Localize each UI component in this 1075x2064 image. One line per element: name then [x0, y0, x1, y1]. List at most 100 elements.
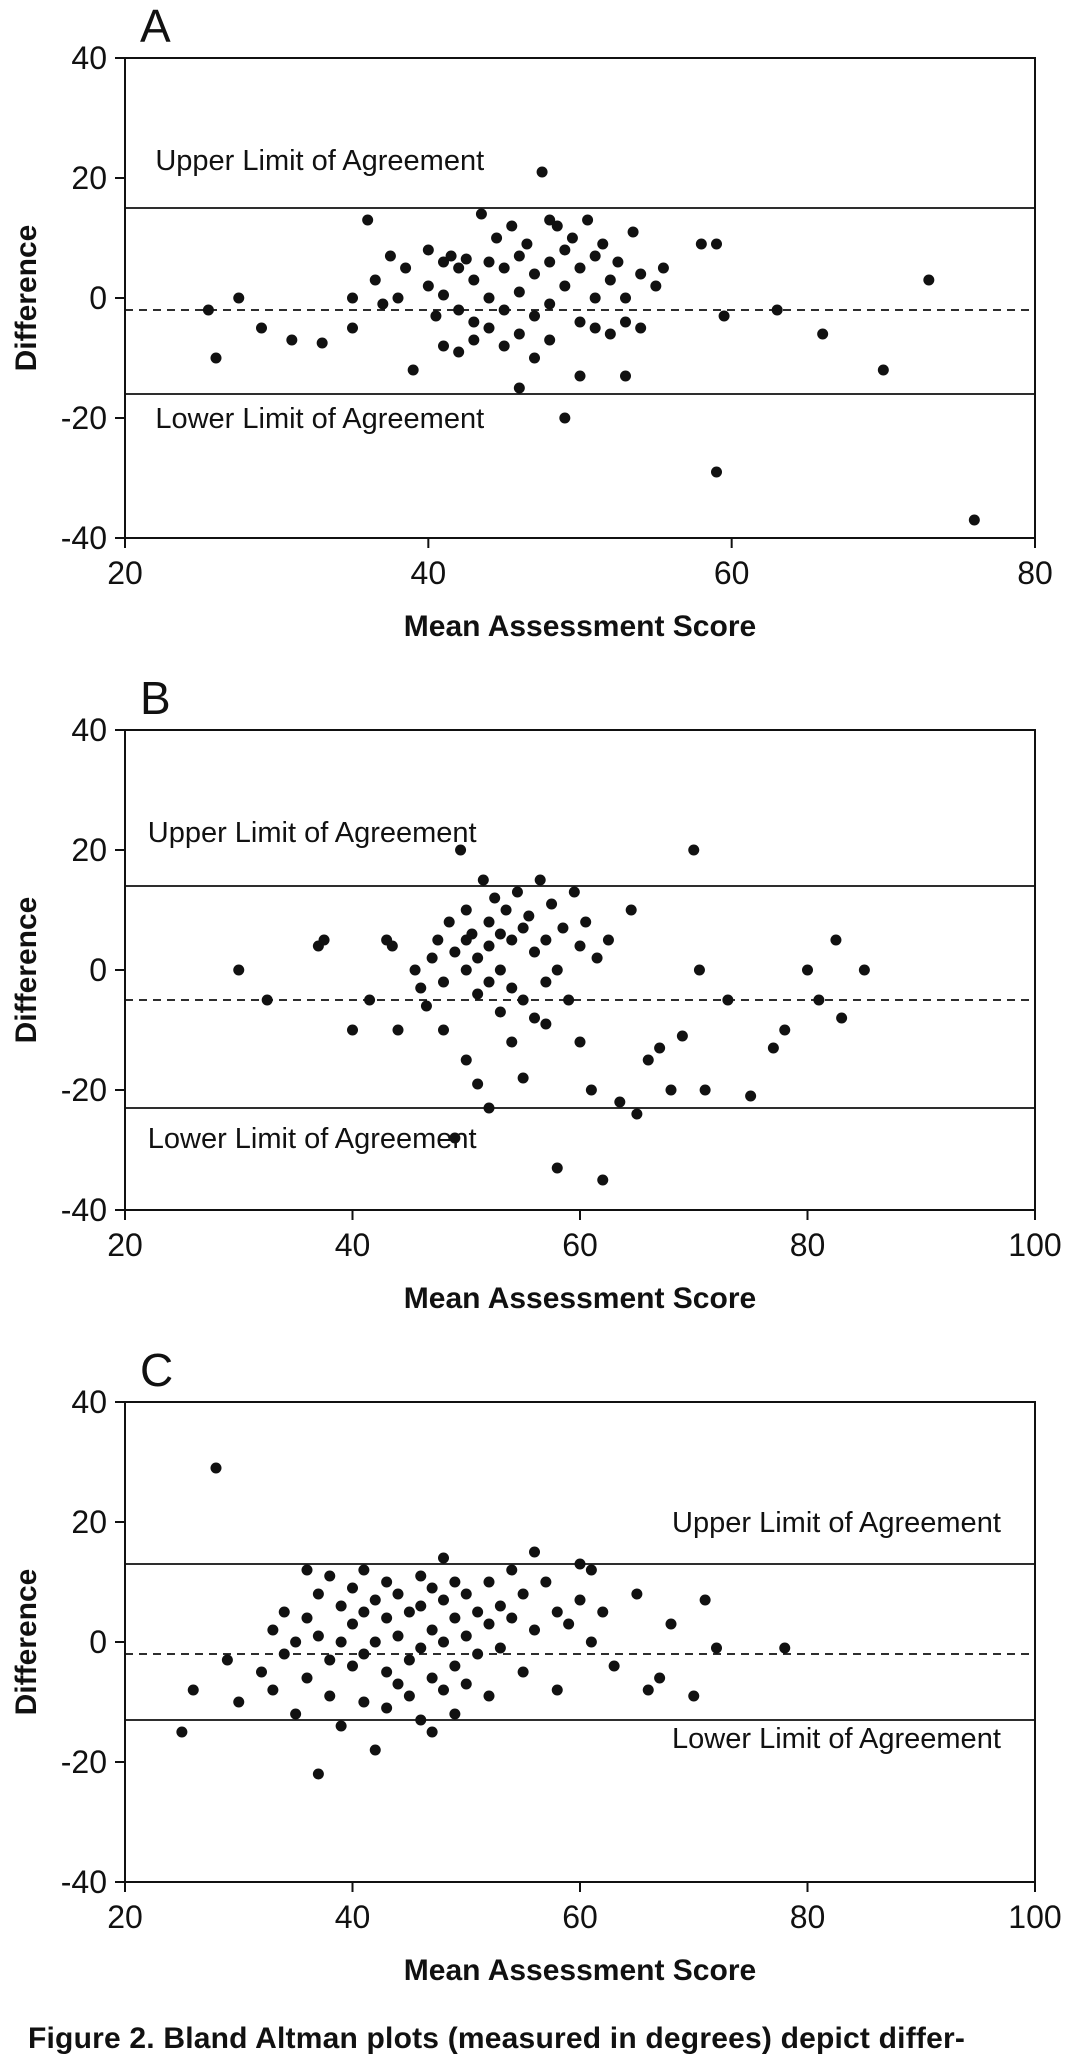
- data-point: [559, 244, 571, 256]
- data-point: [718, 310, 730, 322]
- data-point: [513, 250, 525, 262]
- data-point: [544, 256, 556, 268]
- x-tick-label: 100: [1008, 1899, 1061, 1935]
- data-point: [364, 994, 376, 1006]
- data-point: [403, 1654, 415, 1666]
- data-point: [517, 994, 529, 1006]
- data-point: [506, 1612, 518, 1624]
- y-tick-label: -20: [61, 1744, 107, 1780]
- x-tick-label: 80: [790, 1227, 826, 1263]
- y-tick-label: 0: [89, 952, 107, 988]
- data-point: [767, 1042, 779, 1054]
- data-point: [256, 322, 267, 334]
- data-point: [483, 256, 495, 268]
- data-point: [540, 1576, 552, 1588]
- data-point: [830, 934, 842, 946]
- data-point: [290, 1636, 302, 1648]
- data-point: [529, 1546, 540, 1558]
- x-tick-label: 40: [335, 1899, 371, 1935]
- data-point: [472, 988, 484, 1000]
- data-point: [438, 1594, 449, 1606]
- data-point: [597, 238, 609, 250]
- data-point: [614, 1096, 626, 1108]
- data-point: [369, 274, 381, 286]
- data-point: [335, 1636, 347, 1648]
- data-point: [612, 256, 624, 268]
- data-point: [369, 1594, 381, 1606]
- data-point: [779, 1642, 791, 1654]
- data-point: [377, 298, 389, 310]
- data-point: [513, 286, 525, 298]
- data-point: [523, 910, 535, 922]
- data-point: [604, 328, 616, 340]
- data-point: [318, 934, 330, 946]
- data-point: [324, 1690, 336, 1702]
- data-point: [358, 1606, 370, 1618]
- data-point: [544, 214, 556, 226]
- data-point: [278, 1648, 290, 1660]
- data-point: [286, 334, 298, 346]
- x-tick-label: 60: [562, 1227, 598, 1263]
- data-point: [635, 322, 647, 334]
- data-point: [559, 412, 571, 424]
- data-point: [438, 976, 449, 988]
- data-point: [513, 328, 525, 340]
- data-point: [635, 268, 647, 280]
- data-point: [335, 1600, 347, 1612]
- data-point: [506, 934, 518, 946]
- y-tick-label: 40: [71, 40, 107, 76]
- data-point: [415, 1642, 427, 1654]
- limit-annotation: Lower Limit of Agreement: [672, 1723, 1001, 1755]
- data-point: [438, 1024, 449, 1036]
- data-point: [210, 1462, 222, 1474]
- data-point: [267, 1624, 279, 1636]
- y-tick-label: 0: [89, 280, 107, 316]
- data-point: [711, 466, 722, 478]
- data-point: [392, 1024, 404, 1036]
- data-point: [466, 928, 478, 940]
- data-point: [540, 976, 552, 988]
- data-point: [529, 310, 540, 322]
- data-point: [699, 1084, 711, 1096]
- x-tick-label: 20: [107, 555, 143, 591]
- data-point: [426, 952, 438, 964]
- x-axis-title: Mean Assessment Score: [404, 1282, 756, 1315]
- data-point: [574, 940, 586, 952]
- data-point: [483, 292, 495, 304]
- data-point: [358, 1696, 370, 1708]
- data-point: [460, 1054, 472, 1066]
- data-point: [877, 364, 889, 376]
- data-point: [472, 952, 484, 964]
- data-point: [443, 916, 455, 928]
- data-point: [483, 976, 495, 988]
- y-axis-title: Difference: [10, 1569, 43, 1716]
- data-point: [813, 994, 825, 1006]
- y-tick-label: -40: [61, 520, 107, 556]
- data-point: [335, 1720, 347, 1732]
- data-point: [654, 1042, 666, 1054]
- data-point: [688, 1690, 700, 1702]
- data-point: [858, 964, 870, 976]
- data-point: [771, 304, 783, 316]
- data-point: [494, 928, 506, 940]
- data-point: [968, 514, 980, 526]
- data-point: [585, 1564, 597, 1576]
- data-point: [453, 262, 465, 274]
- data-point: [604, 274, 616, 286]
- panel-label: B: [140, 672, 171, 724]
- y-tick-label: -40: [61, 1864, 107, 1900]
- data-point: [369, 1636, 381, 1648]
- data-point: [551, 1162, 563, 1174]
- x-tick-label: 80: [1017, 555, 1053, 591]
- data-point: [409, 964, 421, 976]
- data-point: [559, 280, 571, 292]
- limit-annotation: Lower Limit of Agreement: [155, 403, 484, 435]
- x-axis-title: Mean Assessment Score: [404, 610, 756, 643]
- data-point: [620, 292, 631, 304]
- data-point: [460, 1630, 472, 1642]
- x-tick-label: 20: [107, 1899, 143, 1935]
- data-point: [301, 1672, 313, 1684]
- data-point: [665, 1618, 677, 1630]
- data-point: [358, 1648, 370, 1660]
